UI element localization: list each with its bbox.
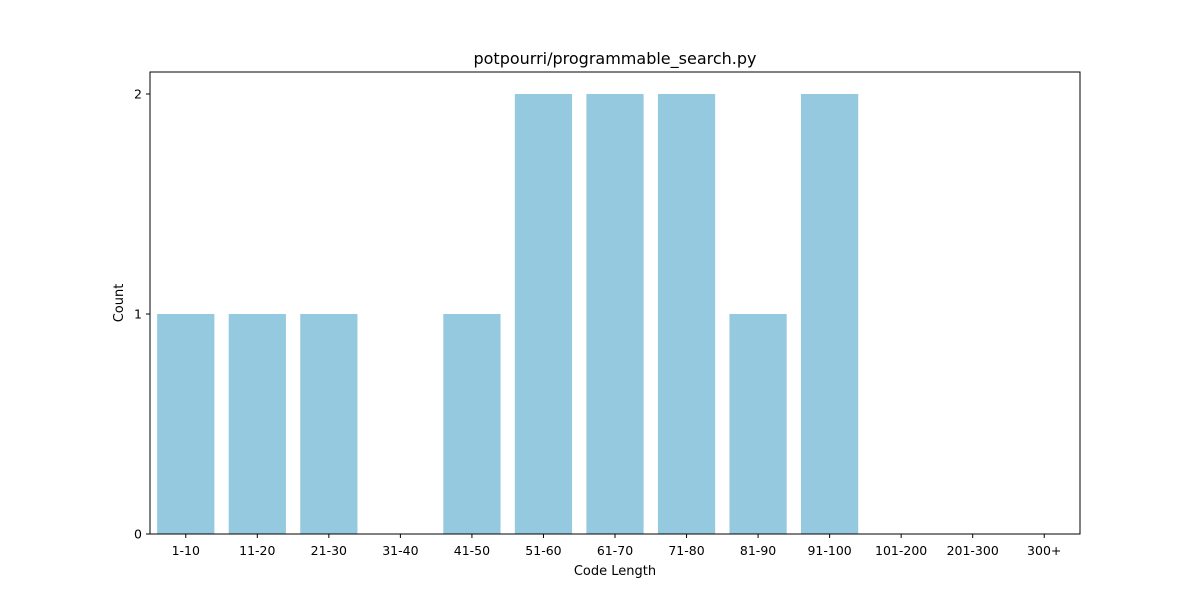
x-tick-label: 21-30 [311, 543, 347, 558]
bar-11-20 [228, 314, 286, 534]
y-tick-label: 2 [134, 87, 142, 102]
plot-frame [149, 71, 1081, 535]
bar-71-80 [657, 94, 716, 534]
x-tick-label: 300+ [1027, 543, 1061, 558]
x-tick-label: 91-100 [807, 543, 851, 558]
x-tick-label: 71-80 [668, 543, 704, 558]
bar-41-50 [443, 314, 501, 534]
bar-21-30 [300, 314, 358, 534]
chart-title: potpourri/programmable_search.py [473, 49, 756, 69]
bar-1-10 [157, 314, 215, 534]
x-tick-label: 31-40 [382, 543, 418, 558]
x-tick-label: 11-20 [239, 543, 275, 558]
bar-51-60 [514, 94, 573, 534]
y-tick-label: 1 [134, 307, 142, 322]
x-tick-label: 61-70 [597, 543, 633, 558]
bar-81-90 [729, 314, 787, 534]
x-tick-label: 41-50 [454, 543, 490, 558]
y-axis-ticks: 0 1 2 [134, 87, 150, 542]
x-tick-label: 101-200 [875, 543, 927, 558]
x-tick-label: 1-10 [172, 543, 200, 558]
x-tick-label: 201-300 [947, 543, 999, 558]
x-axis-label: Code Length [574, 564, 656, 579]
x-tick-label: 51-60 [525, 543, 561, 558]
bars-group [157, 94, 859, 534]
x-tick-label: 81-90 [740, 543, 776, 558]
y-axis-label: Count [112, 284, 127, 323]
y-tick-label: 0 [134, 527, 142, 542]
x-axis-ticks: 1-10 11-20 21-30 31-40 41-50 51-60 61-70 71-80 8… [172, 534, 1061, 558]
bar-91-100 [801, 94, 859, 534]
bar-61-70 [586, 94, 644, 534]
